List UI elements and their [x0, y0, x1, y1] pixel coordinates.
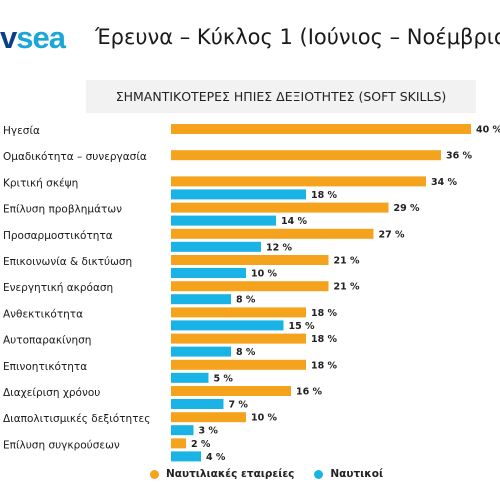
legend-label-seafarers: Ναυτικοί — [330, 468, 384, 480]
data-label-companies: 34 % — [431, 177, 458, 188]
data-label-seafarers: 18 % — [311, 190, 338, 201]
bar-seafarers — [171, 399, 224, 409]
category-label: Κριτική σκέψη — [3, 177, 78, 189]
bar-seafarers — [171, 241, 261, 252]
bar-companies — [171, 359, 306, 370]
bar-companies — [171, 412, 246, 423]
bar-seafarers — [171, 320, 284, 331]
category-label: Ομαδικότητα – συνεργασία — [3, 151, 147, 163]
data-label-seafarers: 8 % — [236, 295, 256, 306]
legend-label-companies: Ναυτιλιακές εταιρείες — [166, 468, 295, 480]
category-label: Επίλυση συγκρούσεων — [3, 439, 120, 451]
category-label: Επινοητικότητα — [3, 361, 87, 373]
bar-companies — [171, 176, 426, 187]
data-label-seafarers: 10 % — [251, 269, 278, 280]
data-label-seafarers: 8 % — [236, 347, 256, 358]
category-label: Ηγεσία — [3, 125, 40, 137]
bar-companies — [171, 386, 291, 396]
data-label-seafarers: 3 % — [199, 426, 219, 437]
bar-companies — [171, 333, 306, 344]
data-label-companies: 10 % — [251, 413, 278, 424]
data-label-seafarers: 5 % — [214, 373, 234, 384]
category-label: Προσαρμοστικότητα — [3, 230, 113, 242]
bar-seafarers — [171, 346, 231, 357]
data-label-companies: 21 % — [334, 282, 361, 293]
data-label-companies: 2 % — [191, 439, 211, 450]
vsea-logo: vsea — [0, 20, 66, 55]
category-label: Ανθεκτικότητα — [3, 308, 83, 320]
bar-companies — [171, 255, 329, 265]
legend-dot-companies — [150, 469, 159, 479]
bar-seafarers — [171, 451, 201, 462]
legend-entry-seafarers: Ναυτικοί — [314, 468, 383, 480]
data-label-companies: 18 % — [311, 334, 338, 345]
bar-companies — [171, 438, 186, 449]
category-label: Ενεργητική ακρόαση — [3, 282, 113, 294]
data-label-companies: 40 % — [476, 125, 500, 136]
data-label-companies: 27 % — [379, 229, 406, 240]
category-label: Διαχείριση χρόνου — [3, 387, 100, 399]
bar-companies — [171, 228, 374, 239]
data-label-companies: 18 % — [311, 360, 338, 371]
bar-seafarers — [171, 215, 276, 226]
data-label-companies: 29 % — [394, 203, 421, 214]
bar-companies — [171, 307, 306, 318]
logo-text-v: v — [0, 20, 17, 55]
bar-seafarers — [171, 268, 246, 278]
page-title: Έρευνα – Κύκλος 1 (Ιούνιος – Νοέμβριος — [95, 25, 500, 49]
data-label-seafarers: 12 % — [266, 242, 293, 253]
category-label: Διαπολιτισμικές δεξιότητες — [3, 413, 150, 425]
data-label-seafarers: 7 % — [229, 400, 249, 411]
bar-companies — [171, 150, 441, 161]
bar-seafarers — [171, 189, 306, 200]
legend-dot-seafarers — [314, 469, 324, 479]
category-label: Επικοινωνία & δικτύωση — [3, 256, 132, 268]
chart-title-box: ΣΗΜΑΝΤΙΚΟΤΕΡΕΣ ΗΠΙΕΣ ΔΕΞΙΟΤΗΤΕΣ (SOFT SK… — [86, 80, 476, 113]
data-label-seafarers: 4 % — [206, 452, 226, 463]
bar-companies — [171, 281, 329, 292]
data-label-companies: 36 % — [446, 151, 473, 162]
logo-text-sea: sea — [16, 20, 66, 55]
bar-seafarers — [171, 372, 209, 383]
bar-seafarers — [171, 425, 194, 436]
data-label-seafarers: 14 % — [281, 216, 308, 227]
bar-companies — [171, 124, 471, 134]
data-label-seafarers: 15 % — [289, 321, 316, 332]
data-label-companies: 18 % — [311, 308, 338, 319]
chart-title: ΣΗΜΑΝΤΙΚΟΤΕΡΕΣ ΗΠΙΕΣ ΔΕΞΙΟΤΗΤΕΣ (SOFT SK… — [115, 89, 447, 104]
category-label: Επίλυση προβλημάτων — [3, 204, 122, 216]
chart-legend: Ναυτιλιακές εταιρείες Ναυτικοί — [150, 468, 403, 480]
data-label-companies: 16 % — [296, 387, 323, 398]
bar-companies — [171, 202, 389, 213]
category-label: Αυτοπαρακίνηση — [3, 335, 91, 347]
bar-seafarers — [171, 294, 231, 305]
data-label-companies: 21 % — [334, 256, 361, 267]
legend-entry-companies: Ναυτιλιακές εταιρείες — [150, 468, 294, 480]
